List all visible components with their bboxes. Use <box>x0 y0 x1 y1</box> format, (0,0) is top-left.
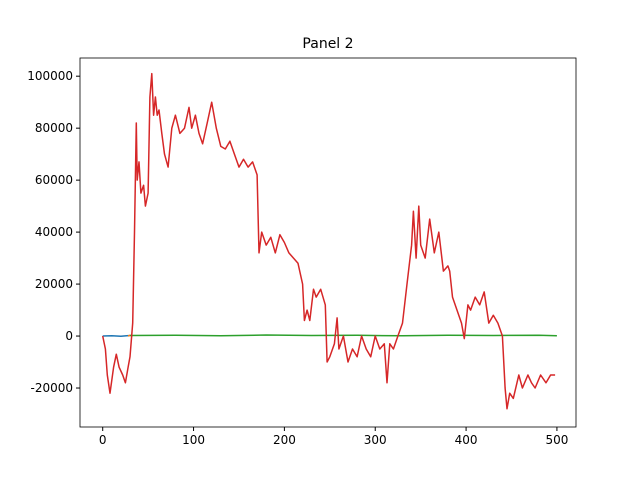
x-tick-label: 300 <box>364 433 387 447</box>
y-tick-label: 100000 <box>27 69 73 83</box>
x-tick-label: 100 <box>182 433 205 447</box>
y-tick-label: 0 <box>65 329 73 343</box>
y-tick-label: 60000 <box>35 173 73 187</box>
x-tick-label: 200 <box>273 433 296 447</box>
y-tick-label: 40000 <box>35 225 73 239</box>
x-tick-label: 0 <box>99 433 107 447</box>
line-series <box>129 334 557 337</box>
y-tick-label: 80000 <box>35 121 73 135</box>
x-tick-label: 500 <box>545 433 568 447</box>
line-series <box>102 334 131 338</box>
y-tick-label: 20000 <box>35 277 73 291</box>
axes-frame <box>79 57 577 428</box>
y-tick-label: -20000 <box>30 381 73 395</box>
chart-title: Panel 2 <box>302 36 353 52</box>
line-series <box>101 72 556 410</box>
x-tick-label: 400 <box>455 433 478 447</box>
